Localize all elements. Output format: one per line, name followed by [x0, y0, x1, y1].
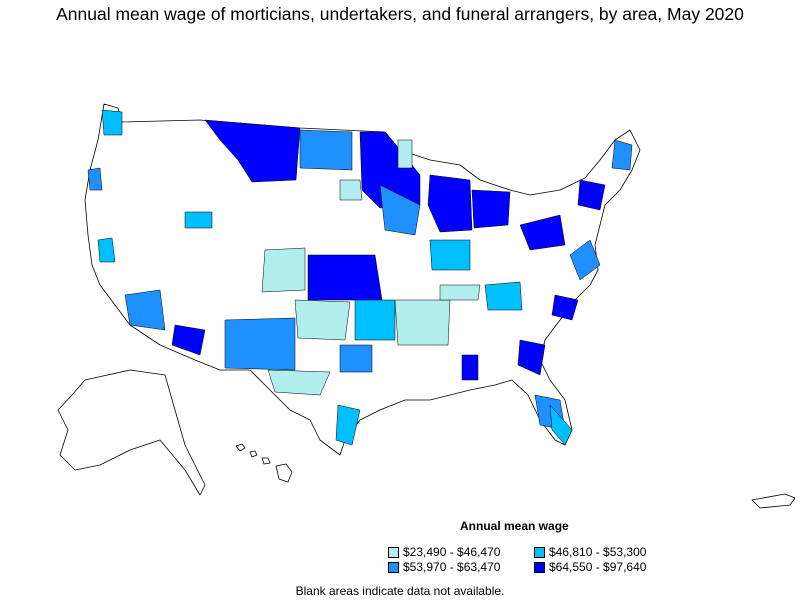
legend-item-tier2: $46,810 - $53,300 — [534, 545, 646, 559]
tier2-regions — [97, 109, 573, 446]
legend-item-tier1: $23,490 - $46,470 — [388, 545, 500, 559]
legend-swatch — [388, 561, 399, 573]
tier1-regions — [261, 139, 481, 396]
blank-areas-note: Blank areas indicate data not available. — [295, 584, 505, 598]
alaska-outline — [57, 369, 206, 496]
legend-swatch — [534, 546, 545, 558]
legend-item-tier3: $53,970 - $63,470 — [388, 560, 500, 574]
legend-label: $53,970 - $63,470 — [403, 560, 501, 574]
legend-label: $64,550 - $97,640 — [549, 560, 647, 574]
hawaii-islands — [235, 443, 293, 483]
legend-item-tier4: $64,550 - $97,640 — [534, 560, 646, 574]
legend-swatch — [388, 546, 399, 558]
legend-label: $23,490 - $46,470 — [403, 545, 501, 559]
map-title: Annual mean wage of morticians, undertak… — [56, 4, 744, 24]
legend-title: Annual mean wage — [460, 519, 569, 533]
puerto-rico-outline — [751, 493, 796, 509]
legend-swatch — [534, 561, 545, 573]
legend-label: $46,810 - $53,300 — [549, 545, 647, 559]
tier4-regions — [171, 119, 606, 381]
tier3-regions — [87, 129, 633, 431]
